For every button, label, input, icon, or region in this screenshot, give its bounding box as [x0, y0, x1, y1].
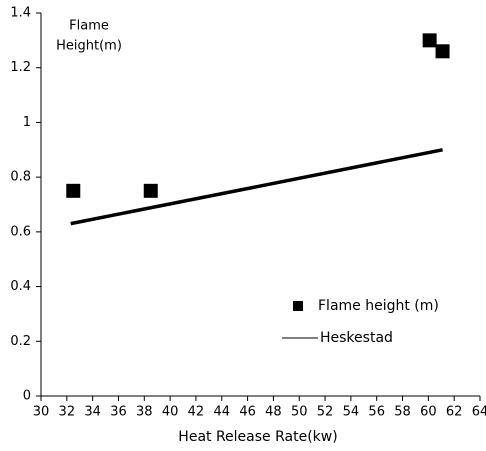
y-tick-label: 0.8 — [10, 170, 31, 185]
y-axis-label: Height(m) — [56, 39, 122, 54]
x-tick-label: 32 — [59, 405, 76, 420]
y-tick-label: 0.2 — [10, 334, 31, 349]
x-tick-label: 62 — [446, 405, 463, 420]
legend-marker — [293, 301, 303, 311]
x-tick-label: 42 — [188, 405, 205, 420]
x-tick-label: 52 — [317, 405, 334, 420]
fit-line — [70, 148, 443, 226]
data-point — [143, 183, 158, 198]
x-tick-label: 54 — [343, 405, 360, 420]
x-tick-label: 40 — [162, 405, 179, 420]
x-tick-label: 64 — [472, 405, 486, 420]
y-axis-label: Flame — [69, 19, 109, 34]
x-tick-label: 30 — [33, 405, 50, 420]
x-tick-label: 60 — [420, 405, 437, 420]
x-tick-label: 34 — [84, 405, 101, 420]
x-axis-label: Heat Release Rate(kw) — [178, 429, 337, 445]
x-tick-label: 48 — [265, 405, 282, 420]
x-tick-label: 56 — [368, 405, 385, 420]
y-tick-label: 0.6 — [10, 224, 31, 239]
x-tick-label: 36 — [110, 405, 127, 420]
y-tick-label: 0.4 — [10, 279, 31, 294]
legend-label: Flame height (m) — [318, 298, 439, 314]
y-tick-label: 1 — [23, 115, 31, 130]
y-tick-label: 1.2 — [10, 60, 31, 75]
y-tick-label: 1.4 — [10, 6, 31, 21]
data-point — [435, 44, 450, 59]
x-tick-label: 46 — [239, 405, 256, 420]
x-tick-label: 50 — [291, 405, 308, 420]
y-tick-label: 0 — [23, 389, 31, 404]
x-tick-label: 58 — [394, 405, 411, 420]
x-tick-label: 38 — [136, 405, 153, 420]
legend-label: Heskestad — [320, 330, 393, 346]
data-point — [422, 33, 437, 48]
data-point — [66, 183, 81, 198]
x-tick-label: 44 — [213, 405, 230, 420]
